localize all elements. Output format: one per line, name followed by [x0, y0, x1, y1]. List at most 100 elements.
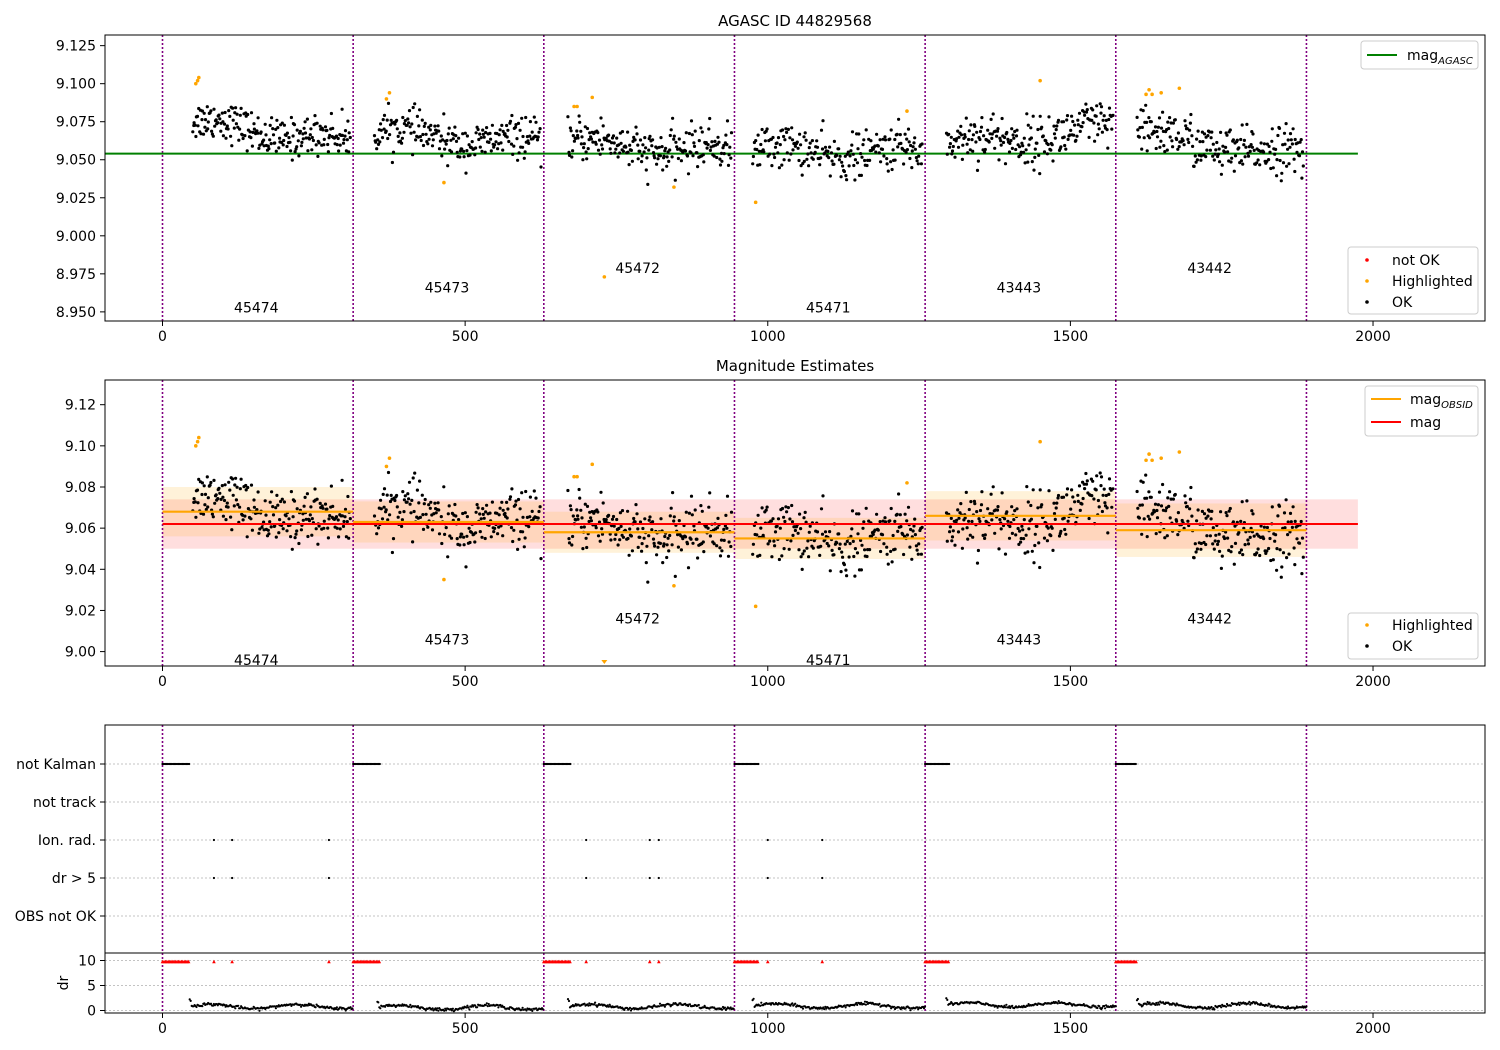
dr-point: [1005, 1003, 1008, 1006]
agasc-ok-point: [1082, 110, 1086, 114]
estimates-ok-point: [627, 553, 631, 557]
estimates-ok-point: [1032, 561, 1036, 565]
estimates-ok-point: [679, 548, 684, 552]
estimates-ok-point: [886, 562, 890, 566]
estimates-ok-point: [905, 519, 909, 523]
agasc-ok-point: [263, 122, 267, 126]
agasc-ok-point: [334, 134, 339, 138]
estimates-ok-point: [1036, 506, 1040, 510]
estimates-ok-point: [528, 495, 533, 499]
agasc-ok-point: [815, 145, 820, 149]
agasc-ok-point: [674, 140, 678, 144]
estimates-ok-point: [390, 550, 394, 555]
estimates-ok-point: [1010, 531, 1015, 536]
dr-limit-marker: [765, 959, 770, 964]
estimates-ok-point: [403, 494, 407, 498]
agasc-ok-point: [1148, 136, 1152, 140]
dr-point: [1146, 1000, 1149, 1004]
agasc-ok-point: [1081, 121, 1085, 125]
agasc-ok-point: [588, 131, 592, 135]
agasc-ok-point: [1095, 104, 1099, 108]
estimates-ok-point: [1176, 533, 1180, 537]
agasc-ok-point: [390, 160, 394, 165]
agasc-ok-point: [689, 151, 693, 155]
estimates-ok-point: [830, 548, 834, 553]
estimates-ok-point: [344, 535, 348, 539]
estimates-highlighted-point: [387, 456, 392, 460]
agasc-highlighted-point: [1150, 92, 1154, 97]
estimates-ok-point: [444, 526, 448, 530]
agasc-ok-point: [987, 140, 991, 144]
agasc-ok-point: [206, 127, 210, 131]
agasc-ok-point: [1110, 127, 1114, 131]
dr-point: [752, 997, 755, 1000]
estimates-obsid-label-45471: 45471: [806, 653, 851, 669]
agasc-ok-point: [575, 129, 579, 133]
estimates-ok-point: [920, 525, 924, 530]
agasc-ok-point: [948, 145, 952, 149]
agasc-ok-point: [516, 158, 520, 162]
agasc-ok-point: [518, 128, 522, 132]
agasc-ok-point: [1220, 163, 1224, 167]
agasc-ok-point: [780, 128, 785, 132]
dr-point: [201, 1005, 204, 1008]
agasc-ok-point: [1083, 113, 1087, 117]
estimates-ok-point: [1077, 484, 1082, 488]
estimates-ok-point: [1069, 507, 1073, 511]
agasc-ok-point: [1176, 147, 1180, 151]
agasc-ok-point: [1102, 114, 1106, 118]
estimates-ok-point: [566, 488, 570, 493]
agasc-ok-point: [907, 140, 911, 144]
estimates-ok-point: [915, 548, 919, 552]
agasc-obsid-label-45471: 45471: [806, 300, 851, 316]
agasc-ok-point: [514, 123, 518, 127]
estimates-ok-point: [1237, 530, 1241, 535]
estimates-ok-point: [912, 524, 916, 528]
agasc-ok-point: [317, 141, 321, 145]
agasc-ok-point: [420, 118, 424, 122]
estimates-ok-point: [879, 549, 883, 554]
estimates-ok-point: [1094, 488, 1098, 492]
estimates-ok-point: [588, 510, 592, 514]
agasc-ok-point: [439, 134, 443, 138]
agasc-ok-point: [457, 136, 461, 140]
agasc-ok-point: [1275, 158, 1279, 162]
agasc-ok-point: [672, 134, 676, 138]
agasc-ok-point: [1105, 128, 1109, 132]
estimates-ok-point: [490, 500, 494, 504]
agasc-ok-point: [624, 145, 628, 149]
estimates-ok-point: [882, 542, 886, 546]
estimates-ok-point: [945, 539, 949, 543]
agasc-yaxis-label-7: 9.125: [56, 39, 96, 55]
agasc-ok-point: [578, 120, 582, 124]
agasc-obsid-label-43443: 43443: [997, 281, 1042, 297]
agasc-ok-point: [863, 158, 867, 163]
agasc-ok-point: [613, 151, 617, 155]
dr-limit-marker: [946, 959, 951, 964]
flags-ion-rad-point: [657, 838, 660, 842]
dr-point: [628, 1006, 632, 1010]
agasc-ok-point: [998, 136, 1002, 140]
estimates-ok-point: [659, 517, 663, 521]
agasc-ok-point: [756, 133, 760, 137]
dr-point: [1220, 1006, 1223, 1009]
agasc-legend-marker: [1365, 258, 1369, 262]
estimates-ok-point: [1096, 498, 1100, 503]
estimates-yaxis-label-3: 9.06: [65, 521, 96, 537]
agasc-ok-point: [401, 115, 405, 120]
estimates-ok-point: [1200, 509, 1204, 513]
agasc-ok-point: [989, 117, 993, 121]
estimates-ok-point: [769, 519, 774, 523]
estimates-ok-point: [1273, 539, 1277, 543]
estimates-ok-point: [1054, 506, 1058, 510]
agasc-ok-point: [667, 159, 671, 163]
agasc-ok-point: [829, 151, 834, 155]
estimates-ok-point: [777, 557, 782, 562]
agasc-ok-point: [379, 128, 383, 132]
estimates-ok-point: [633, 520, 637, 524]
estimates-ok-point: [289, 490, 293, 494]
agasc-yaxis-label-1: 8.975: [56, 267, 96, 283]
dr-point: [864, 1003, 868, 1006]
